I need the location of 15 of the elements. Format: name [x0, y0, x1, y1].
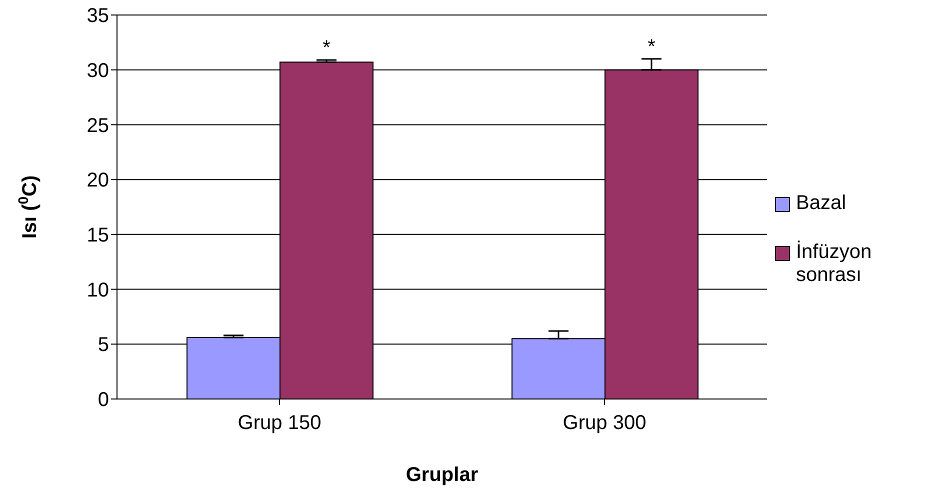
- y-tick-label: 35: [86, 5, 109, 28]
- y-tick-label: 15: [86, 224, 109, 247]
- y-tick-label: 25: [86, 114, 109, 137]
- annotation: *: [322, 36, 331, 59]
- y-tick-label: 0: [98, 389, 109, 412]
- y-tick-label: 10: [86, 279, 109, 302]
- x-tick-label: Grup 300: [562, 412, 646, 434]
- y-tick-label: 5: [98, 334, 109, 356]
- y-tick-label: 20: [86, 170, 109, 192]
- legend-label: İnfüzyon sonrası: [796, 241, 873, 287]
- x-axis-title: Gruplar: [406, 464, 478, 486]
- x-tick-label: Grup 150: [238, 412, 322, 434]
- y-tick-label: 30: [86, 60, 109, 82]
- annotation: *: [648, 36, 656, 58]
- legend-label: Bazal: [796, 192, 846, 215]
